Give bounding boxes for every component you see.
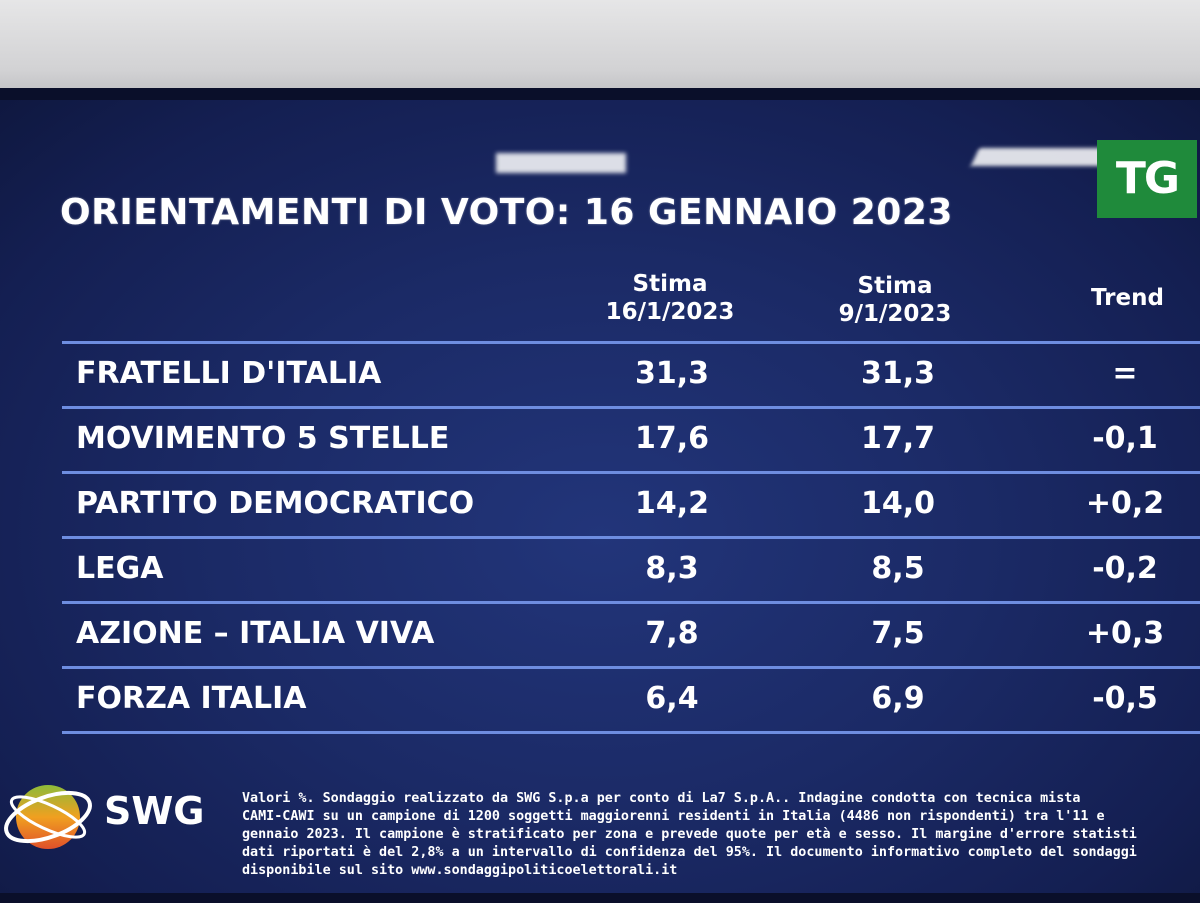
estimate-previous-value: 17,7 bbox=[860, 421, 936, 456]
swg-globe-icon bbox=[4, 785, 92, 849]
trend-value: -0,1 bbox=[1092, 421, 1158, 456]
swg-logo: SWG bbox=[0, 775, 235, 855]
row-separator bbox=[62, 406, 1200, 409]
table-row: AZIONE – ITALIA VIVA 7,8 7,5 +0,3 bbox=[0, 604, 1200, 666]
trend-value: = bbox=[1112, 356, 1138, 391]
table-row: MOVIMENTO 5 STELLE 17,6 17,7 -0,1 bbox=[0, 409, 1200, 471]
light-glare bbox=[496, 153, 626, 173]
estimate-previous-value: 14,0 bbox=[860, 486, 936, 521]
methodology-note: Valori %. Sondaggio realizzato da SWG S.… bbox=[242, 790, 1200, 880]
footnote-line: gennaio 2023. Il campione è stratificato… bbox=[242, 827, 1137, 842]
party-name: FORZA ITALIA bbox=[76, 681, 307, 716]
estimate-current-value: 7,8 bbox=[645, 616, 699, 651]
row-separator bbox=[62, 471, 1200, 474]
table-row: LEGA 8,3 8,5 -0,2 bbox=[0, 539, 1200, 601]
estimate-previous-value: 7,5 bbox=[871, 616, 925, 651]
estimate-current-value: 8,3 bbox=[645, 551, 699, 586]
row-separator bbox=[62, 341, 1200, 344]
footnote-line: disponibile sul sito www.sondaggipolitic… bbox=[242, 863, 678, 878]
swg-logo-text: SWG bbox=[104, 789, 205, 833]
column-header-estimate-previous: Stima 9/1/2023 bbox=[805, 272, 985, 328]
estimate-current-value: 6,4 bbox=[645, 681, 699, 716]
party-name: AZIONE – ITALIA VIVA bbox=[76, 616, 435, 651]
wall-background bbox=[0, 0, 1200, 100]
party-name: FRATELLI D'ITALIA bbox=[76, 356, 382, 391]
estimate-current-value: 31,3 bbox=[634, 356, 710, 391]
party-name: MOVIMENTO 5 STELLE bbox=[76, 421, 450, 456]
row-separator bbox=[62, 601, 1200, 604]
table-row: FORZA ITALIA 6,4 6,9 -0,5 bbox=[0, 669, 1200, 731]
column-header-line: Stima bbox=[632, 271, 708, 297]
trend-value: +0,2 bbox=[1085, 486, 1165, 521]
estimate-previous-value: 31,3 bbox=[860, 356, 936, 391]
tv-screen: ORIENTAMENTI DI VOTO: 16 GENNAIO 2023 TG… bbox=[0, 100, 1200, 893]
row-separator bbox=[62, 666, 1200, 669]
estimate-current-value: 17,6 bbox=[634, 421, 710, 456]
page-title: ORIENTAMENTI DI VOTO: 16 GENNAIO 2023 bbox=[60, 192, 953, 233]
light-glare bbox=[970, 148, 1110, 166]
party-name: PARTITO DEMOCRATICO bbox=[76, 486, 475, 521]
row-separator bbox=[62, 731, 1200, 734]
party-name: LEGA bbox=[76, 551, 164, 586]
trend-value: +0,3 bbox=[1085, 616, 1165, 651]
footnote-line: Valori %. Sondaggio realizzato da SWG S.… bbox=[242, 791, 1081, 806]
table-row: PARTITO DEMOCRATICO 14,2 14,0 +0,2 bbox=[0, 474, 1200, 536]
footnote-line: CAMI-CAWI su un campione di 1200 soggett… bbox=[242, 809, 1105, 824]
trend-value: -0,2 bbox=[1092, 551, 1158, 586]
estimate-previous-value: 8,5 bbox=[871, 551, 925, 586]
table-row: FRATELLI D'ITALIA 31,3 31,3 = bbox=[0, 344, 1200, 406]
column-header-line: Stima bbox=[857, 273, 933, 299]
trend-value: -0,5 bbox=[1092, 681, 1158, 716]
column-header-trend: Trend bbox=[1091, 285, 1164, 311]
estimate-current-value: 14,2 bbox=[634, 486, 710, 521]
column-header-estimate-current: Stima 16/1/2023 bbox=[580, 270, 760, 326]
estimate-previous-value: 6,9 bbox=[871, 681, 925, 716]
column-header-line: 9/1/2023 bbox=[838, 301, 952, 327]
tg-logo: TG bbox=[1097, 140, 1197, 218]
column-header-line: 16/1/2023 bbox=[605, 299, 735, 325]
footnote-line: dati riportati è del 2,8% a un intervall… bbox=[242, 845, 1137, 860]
row-separator bbox=[62, 536, 1200, 539]
